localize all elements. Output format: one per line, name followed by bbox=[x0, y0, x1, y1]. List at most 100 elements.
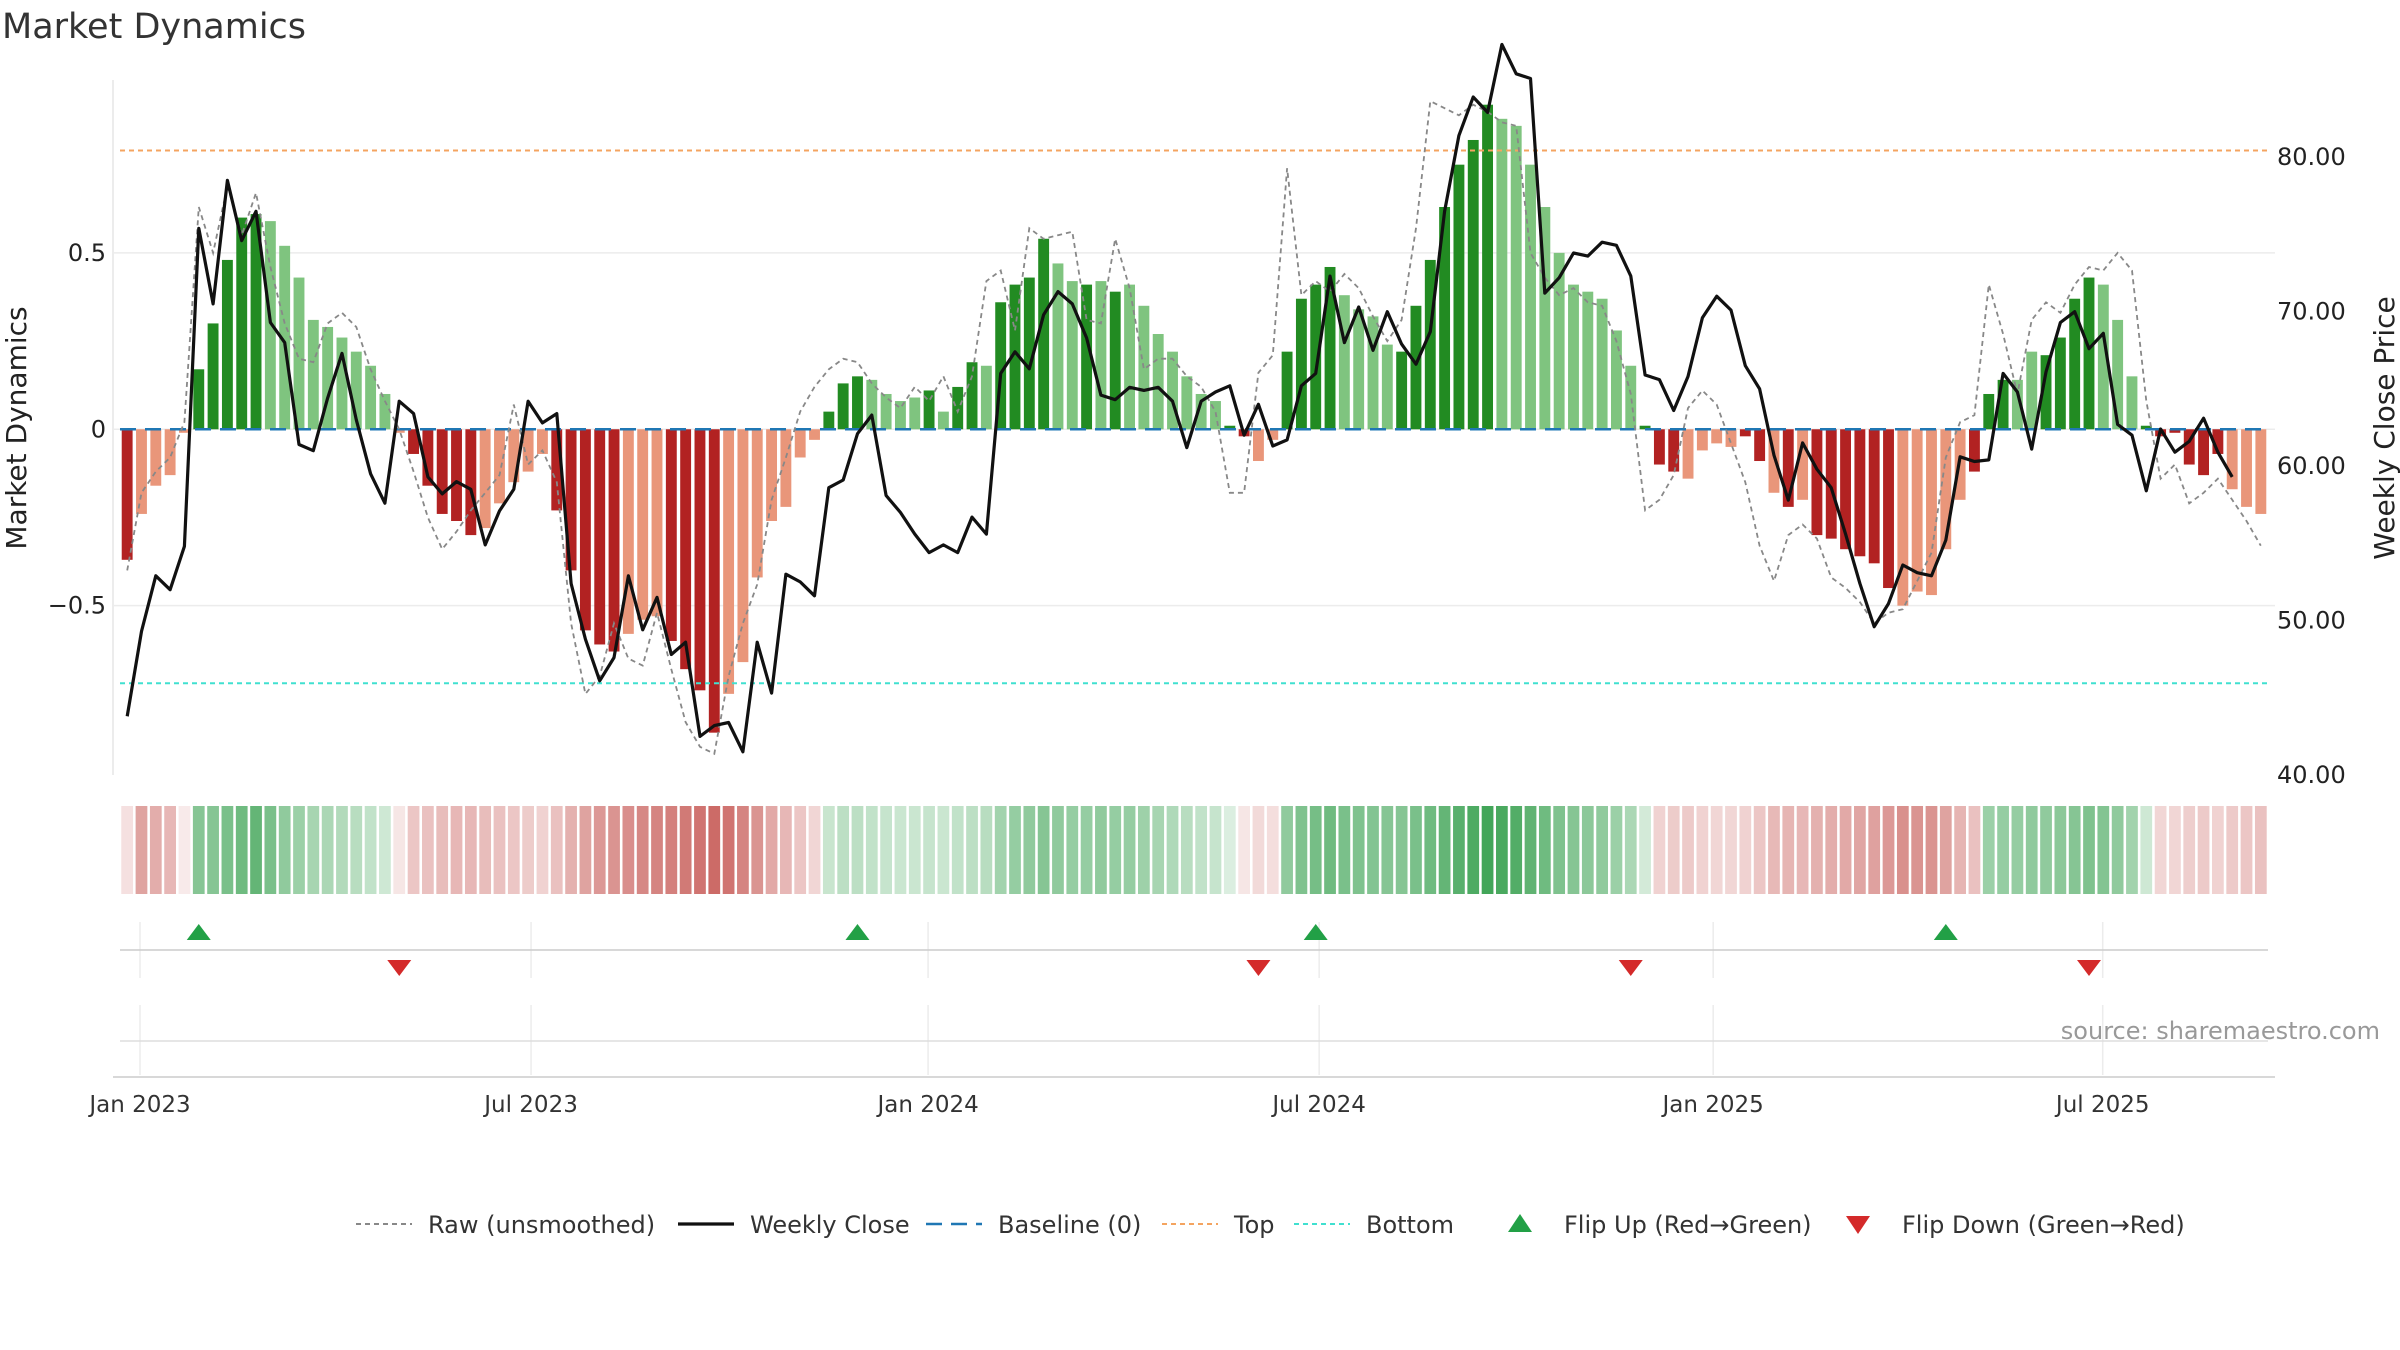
dynamics-bar bbox=[279, 245, 291, 430]
dynamics-bar bbox=[1038, 238, 1050, 430]
dynamics-bar bbox=[1066, 281, 1078, 430]
dynamics-bar bbox=[1768, 429, 1780, 493]
dynamics-bar bbox=[379, 393, 391, 430]
dynamics-bar bbox=[766, 429, 778, 521]
band-cell bbox=[1352, 806, 1365, 894]
dynamics-bar bbox=[1968, 429, 1980, 472]
dynamics-bar bbox=[608, 429, 620, 652]
band-cell bbox=[1997, 806, 2009, 894]
band-cell bbox=[422, 806, 434, 894]
dynamics-bar bbox=[565, 429, 577, 571]
dynamics-bar bbox=[1525, 164, 1536, 430]
band-cell bbox=[708, 806, 721, 894]
band-cell bbox=[2011, 806, 2024, 894]
dynamics-bar bbox=[2198, 429, 2210, 476]
band-cell bbox=[522, 806, 534, 894]
dynamics-bar bbox=[966, 362, 978, 430]
dynamics-bar bbox=[2083, 277, 2095, 430]
band-cell bbox=[178, 806, 191, 894]
band-cell bbox=[1338, 806, 1351, 894]
dynamics-bar bbox=[1381, 344, 1393, 430]
band-cell bbox=[364, 806, 377, 894]
band-cell bbox=[1238, 806, 1250, 894]
dynamics-bar bbox=[2054, 337, 2066, 430]
dynamics-bar bbox=[1310, 284, 1322, 430]
legend-label-bottom: Bottom bbox=[1366, 1211, 1454, 1239]
band-cell bbox=[164, 806, 176, 894]
band-cell bbox=[350, 806, 363, 894]
band-cell bbox=[737, 806, 749, 894]
dynamics-bar bbox=[1124, 284, 1136, 430]
dynamics-bar bbox=[207, 323, 219, 430]
dynamics-bar bbox=[1167, 351, 1178, 430]
dynamics-bar bbox=[522, 429, 534, 472]
dynamics-bar bbox=[1181, 376, 1193, 430]
dynamics-bar bbox=[536, 429, 548, 454]
band-cell bbox=[1095, 806, 1107, 894]
band-cell bbox=[908, 806, 921, 894]
band-cell bbox=[307, 806, 320, 894]
right-tick-label: 60.00 bbox=[2277, 452, 2346, 480]
band-cell bbox=[1653, 806, 1666, 894]
flip-up-marker bbox=[1933, 924, 1958, 940]
legend-flip-up-swatch bbox=[1508, 1214, 1532, 1232]
dynamics-bar bbox=[2126, 376, 2138, 430]
dynamics-bar bbox=[1739, 429, 1751, 437]
band-cell bbox=[1954, 806, 1966, 894]
dynamics-bar bbox=[980, 365, 992, 430]
dynamics-bar bbox=[322, 326, 334, 430]
dynamics-bar bbox=[236, 217, 248, 430]
dynamics-bar bbox=[1625, 365, 1637, 430]
weekly-close-line bbox=[125, 42, 2234, 754]
band-cell bbox=[1395, 806, 1408, 894]
band-cell bbox=[1266, 806, 1279, 894]
band-cell bbox=[2083, 806, 2095, 894]
band-cell bbox=[1925, 806, 1938, 894]
dynamics-bar bbox=[136, 429, 147, 514]
dynamics-bar bbox=[809, 429, 820, 440]
band-cell bbox=[1553, 806, 1566, 894]
band-cell bbox=[1166, 806, 1179, 894]
band-cell bbox=[1911, 806, 1924, 894]
dynamics-bar bbox=[780, 429, 792, 507]
dynamics-bar bbox=[1696, 429, 1708, 451]
dynamics-bar bbox=[909, 397, 921, 430]
dynamics-bar bbox=[178, 429, 190, 433]
dynamics-bar bbox=[1868, 429, 1880, 564]
dynamics-bar bbox=[680, 429, 692, 670]
band-cell bbox=[1496, 806, 1508, 894]
band-cell bbox=[1739, 806, 1752, 894]
dynamics-bar bbox=[2026, 351, 2038, 430]
dynamics-bar bbox=[1281, 351, 1293, 430]
dynamics-bar bbox=[1639, 425, 1651, 430]
band-cell bbox=[837, 806, 850, 894]
band-cell bbox=[1309, 806, 1322, 894]
band-cell bbox=[393, 806, 406, 894]
dynamics-bar bbox=[1482, 104, 1494, 430]
x-tick-label: Jan 2024 bbox=[875, 1092, 978, 1118]
dynamics-bar bbox=[1596, 298, 1608, 430]
dynamics-bar bbox=[894, 401, 906, 430]
band-cell bbox=[479, 806, 492, 894]
dynamics-bar bbox=[1496, 118, 1508, 430]
dynamics-bar bbox=[1439, 207, 1451, 430]
band-cell bbox=[250, 806, 262, 894]
dynamics-bar bbox=[307, 319, 319, 430]
band-cell bbox=[1782, 806, 1795, 894]
band-cell bbox=[951, 806, 964, 894]
right-tick-label: 50.00 bbox=[2277, 607, 2346, 635]
band-cell bbox=[2183, 806, 2196, 894]
dynamics-bar bbox=[1453, 164, 1465, 430]
band-cell bbox=[235, 806, 248, 894]
band-cell bbox=[407, 806, 420, 894]
right-tick-label: 70.00 bbox=[2277, 298, 2346, 326]
dynamics-bar bbox=[1009, 284, 1021, 430]
band-cell bbox=[665, 806, 678, 894]
band-cell bbox=[822, 806, 835, 894]
dynamics-bar bbox=[293, 277, 305, 430]
dynamics-bar bbox=[651, 429, 663, 617]
band-cell bbox=[278, 806, 291, 894]
band-cell bbox=[1138, 806, 1150, 894]
dynamics-bar bbox=[823, 411, 835, 430]
band-cell bbox=[464, 806, 477, 894]
